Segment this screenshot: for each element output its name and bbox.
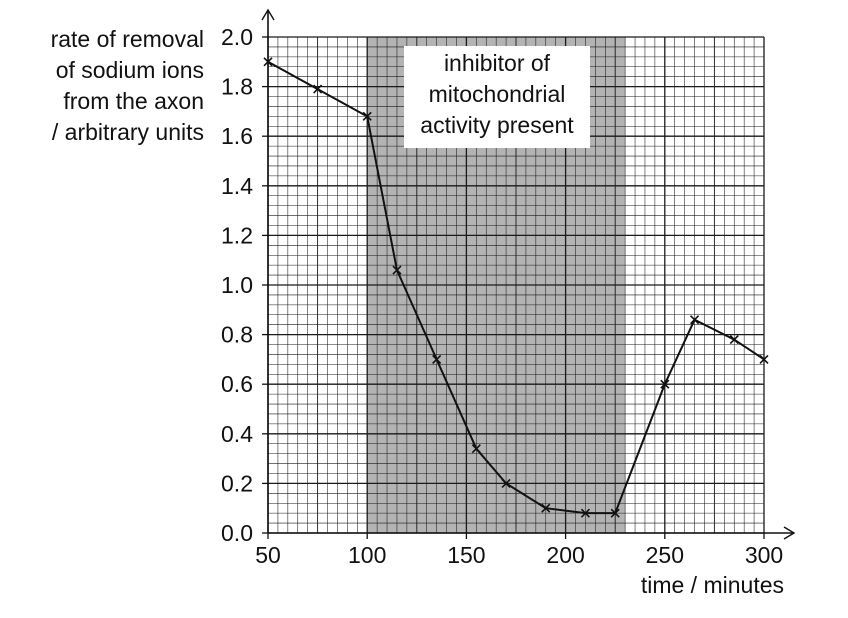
data-point-marker xyxy=(313,84,323,94)
y-tick-label: 0.2 xyxy=(221,470,253,496)
data-point-marker xyxy=(610,508,620,518)
x-tick-label: 200 xyxy=(546,542,584,568)
data-point-marker xyxy=(729,334,739,345)
data-point-marker xyxy=(362,111,372,121)
y-tick-label: 0.4 xyxy=(221,421,253,447)
x-axis-label: time / minutes xyxy=(640,572,784,598)
inhibitor-annotation: inhibitor of mitochondrial activity pres… xyxy=(404,46,590,148)
y-axis-label-line-1: rate of removal xyxy=(50,26,204,52)
y-tick-label: 0.6 xyxy=(221,371,253,397)
y-axis-label-line-3: from the axon xyxy=(63,88,204,114)
series-line xyxy=(267,60,765,515)
data-point-marker xyxy=(392,265,402,275)
data-point-marker xyxy=(541,503,551,513)
y-tick-label: 1.0 xyxy=(221,272,253,298)
x-tick-label: 300 xyxy=(745,542,783,568)
annotation-line-3: activity present xyxy=(420,112,574,138)
y-tick-label: 1.8 xyxy=(221,74,253,100)
data-point-marker xyxy=(471,444,481,454)
data-point-marker xyxy=(660,379,670,389)
x-tick-label: 250 xyxy=(646,542,684,568)
data-point-marker xyxy=(501,478,511,488)
y-axis-label-line-2: of sodium ions xyxy=(55,57,204,83)
data-point-marker xyxy=(580,508,591,518)
data-point-marker xyxy=(689,315,700,325)
y-axis-label-line-4: / arbitrary units xyxy=(51,119,204,145)
y-tick-label: 1.2 xyxy=(221,222,253,248)
y-axis-arrow xyxy=(261,8,275,21)
data-point-marker xyxy=(759,354,769,364)
annotation-line-2: mitochondrial xyxy=(428,81,566,107)
y-axis-label: rate of removal of sodium ions from the … xyxy=(8,24,204,148)
data-point-marker xyxy=(263,57,273,67)
y-tick-label: 1.6 xyxy=(221,123,253,149)
x-tick-label: 150 xyxy=(447,542,485,568)
x-tick-label: 50 xyxy=(255,542,281,568)
y-tick-label: 0.8 xyxy=(221,322,253,348)
y-tick-label: 0.0 xyxy=(221,520,253,546)
data-point-marker xyxy=(432,354,442,364)
x-tick-label: 100 xyxy=(348,542,386,568)
y-tick-label: 2.0 xyxy=(221,24,253,50)
x-axis-arrow xyxy=(783,526,796,540)
annotation-line-1: inhibitor of xyxy=(443,50,551,76)
y-tick-label: 1.4 xyxy=(221,173,253,199)
